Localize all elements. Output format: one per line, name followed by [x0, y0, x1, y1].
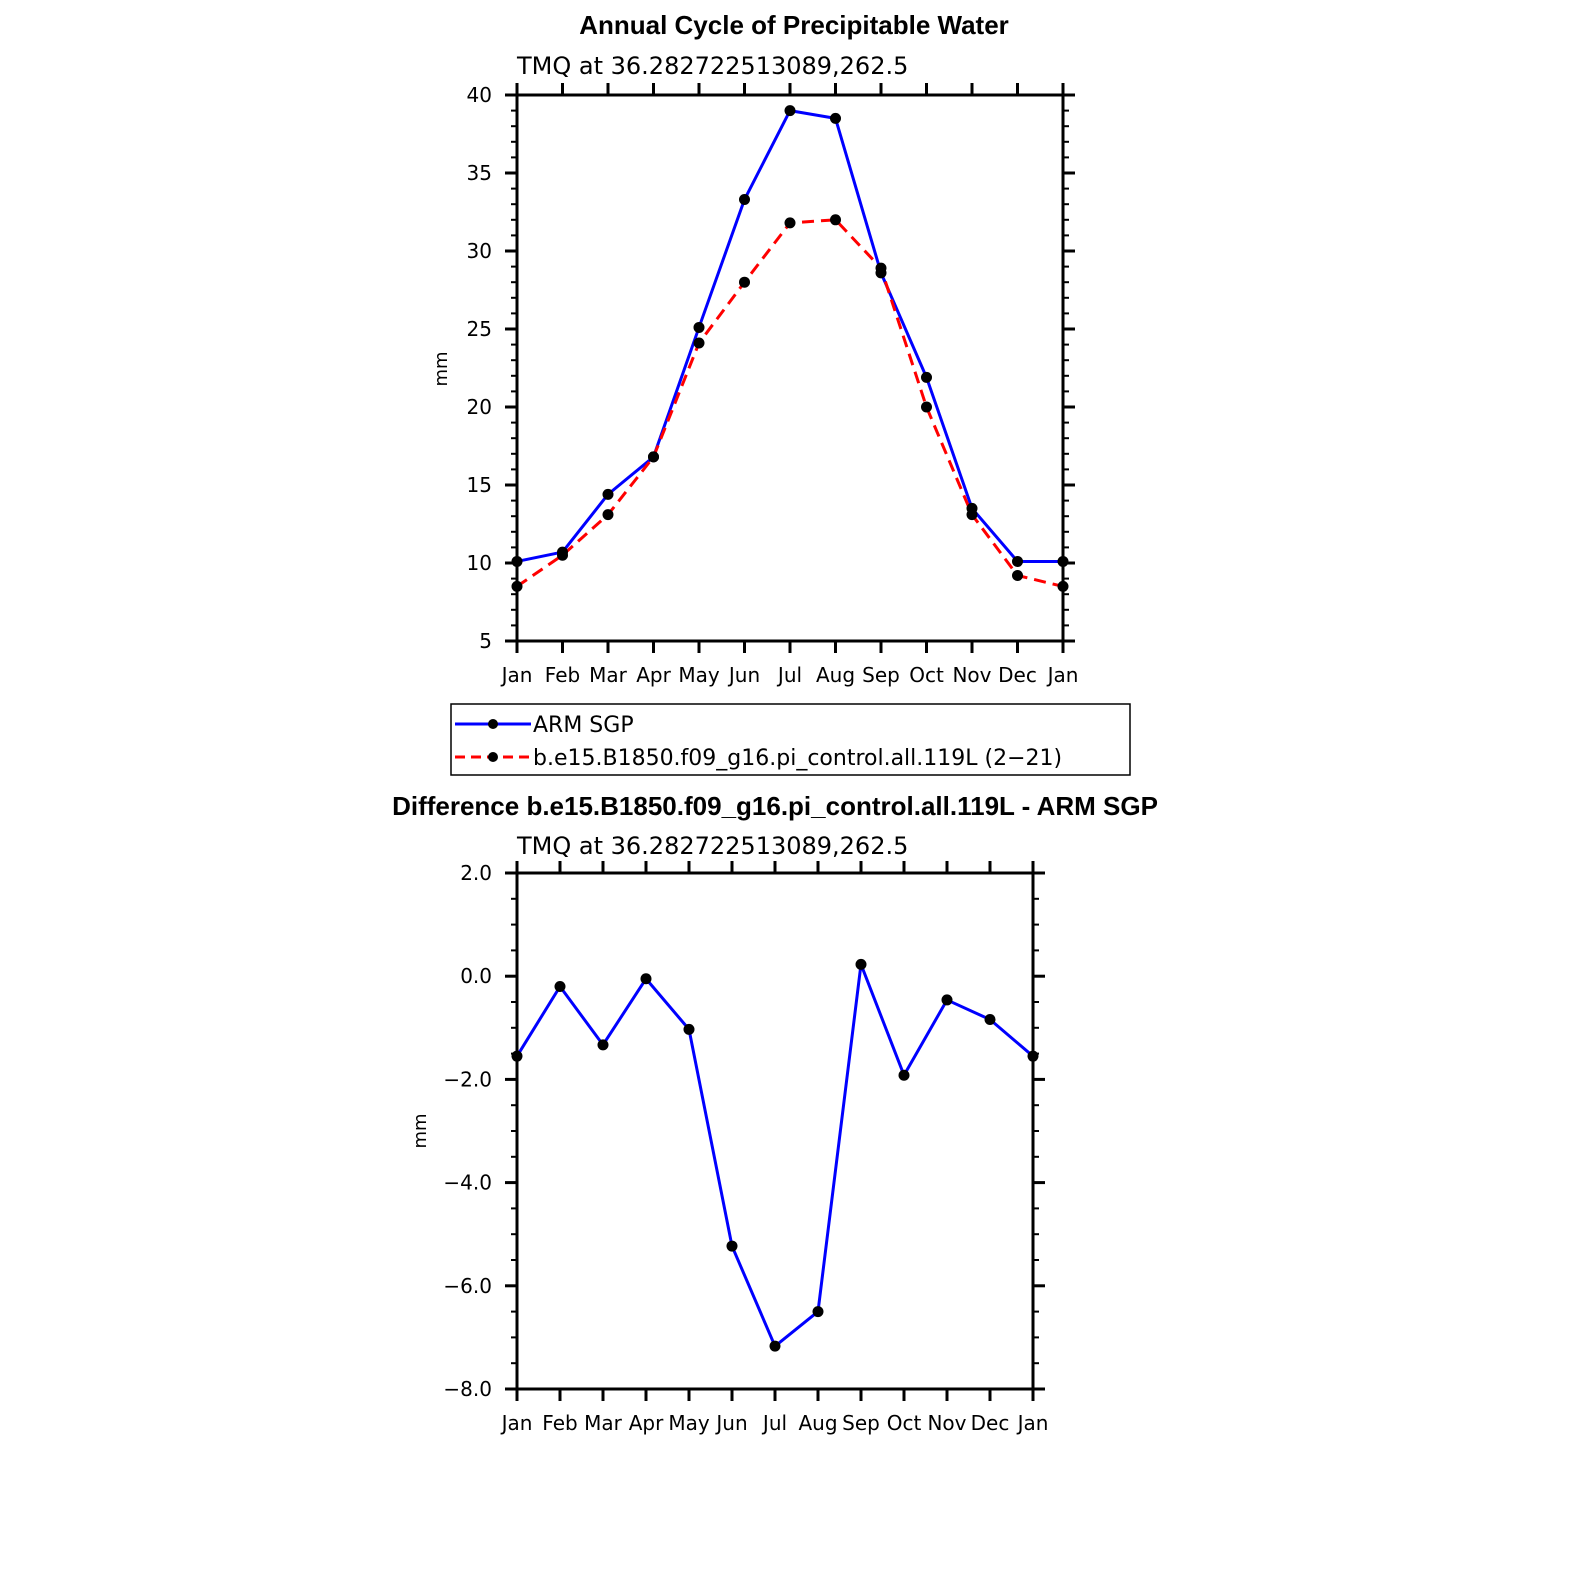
chart1-series-1-point [1012, 569, 1023, 581]
chart2-title: Difference b.e15.B1850.f09_g16.pi_contro… [392, 791, 1158, 821]
chart1-x-tick-label: May [678, 663, 720, 687]
chart2-x-tick-label: Sep [842, 1411, 880, 1435]
chart1-x-tick-label: Jun [727, 663, 760, 687]
chart2-y-tick-label: −6.0 [443, 1274, 492, 1298]
chart1-y-tick-label: 30 [467, 239, 492, 263]
chart1-y-tick-label: 25 [467, 317, 492, 341]
chart1-series-1-point [511, 580, 523, 592]
chart2-y-tick-label: 0.0 [460, 964, 492, 988]
chart1-y-tick-label: 20 [467, 395, 492, 419]
chart2-x-tick-label: Jan [500, 1411, 533, 1435]
chart2-plot-frame [515, 871, 1035, 1391]
chart1-series-0-point [602, 488, 614, 500]
chart1-y-tick-label: 40 [467, 83, 492, 107]
chart2-series-0-point [855, 958, 867, 970]
chart1-x-tick-label: Aug [816, 663, 855, 687]
chart2-series-0-point [812, 1306, 824, 1318]
chart1-series-0-point [830, 112, 841, 124]
chart1-y-tick-label: 5 [479, 629, 492, 653]
chart2-y-tick-label: −4.0 [443, 1171, 492, 1195]
chart1-series-line-0 [516, 109, 1063, 563]
chart1-x-tick-label: Sep [862, 663, 900, 687]
legend-model-label: b.e15.B1850.f09_g16.pi_control.all.119L … [533, 746, 1062, 771]
chart2-subtitle: TMQ at 36.282722513089,262.5 [516, 832, 908, 860]
chart1-x-tick-label: Jul [776, 663, 802, 687]
chart1-x-tick-label: Oct [909, 663, 944, 687]
chart2-series-0-point [683, 1023, 695, 1035]
chart1-series-0-point [739, 194, 750, 206]
chart1-series-1-point [739, 276, 750, 288]
chart1-series-1-point [602, 509, 614, 521]
chart1-series-0-point [1012, 555, 1023, 567]
chart1-series-1-point [784, 217, 796, 229]
chart1-y-tick-label: 10 [467, 551, 492, 575]
legend-arm-label: ARM SGP [533, 713, 634, 738]
chart2-series-0-point [898, 1069, 910, 1081]
chart2-series-0-point [511, 1050, 523, 1062]
difference-chart: Difference b.e15.B1850.f09_g16.pi_contro… [392, 791, 1158, 1435]
chart1-series-1-point [921, 401, 932, 413]
chart1-y-tick-label: 15 [467, 473, 492, 497]
chart1-x-tick-label: Nov [952, 663, 991, 687]
chart2-x-tick-label: Aug [798, 1411, 837, 1435]
chart1-legend: ARM SGP b.e15.B1850.f09_g16.pi_control.a… [450, 703, 1131, 776]
legend-model-marker [488, 752, 498, 762]
chart1-series-0-point [921, 371, 932, 383]
chart1-series-0-point [511, 555, 523, 567]
chart1-title: Annual Cycle of Precipitable Water [579, 10, 1009, 40]
chart2-x-tick-label: Nov [927, 1411, 966, 1435]
chart2-x-tick-label: Jan [1016, 1411, 1049, 1435]
chart2-series-0-point [941, 994, 953, 1006]
chart2-x-tick-label: May [668, 1411, 710, 1435]
chart2-series-line-0 [515, 962, 1034, 1348]
chart1-x-tick-label: Feb [545, 663, 580, 687]
chart2-y-tick-label: −2.0 [443, 1067, 492, 1091]
chart1-series-line-1 [516, 218, 1064, 588]
chart1-y-axis-label: mm [431, 351, 452, 386]
chart2-x-tick-label: Feb [542, 1411, 577, 1435]
chart1-series-0-point [784, 105, 796, 117]
chart2-x-tick-label: Jul [761, 1411, 787, 1435]
chart2-series-0-point [1027, 1050, 1039, 1062]
chart1-series-0-point [693, 321, 705, 333]
chart1-y-tick-label: 35 [467, 161, 492, 185]
chart2-x-tick-label: Mar [584, 1411, 623, 1435]
chart2-series-0-point [597, 1039, 609, 1051]
legend-box [450, 703, 1131, 776]
chart1-series-1-point [693, 337, 705, 349]
chart2-y-axis-label: mm [410, 1113, 431, 1148]
chart1-series-1-point [875, 262, 887, 274]
chart2-y-tick-label: −8.0 [443, 1377, 492, 1401]
chart1-subtitle: TMQ at 36.282722513089,262.5 [516, 52, 908, 80]
annual-cycle-chart: Annual Cycle of Precipitable Water TMQ a… [431, 10, 1131, 776]
chart2-series-0-point [554, 981, 566, 993]
chart2-x-tick-label: Apr [629, 1411, 664, 1435]
chart1-series-1-point [557, 549, 568, 561]
chart1-x-tick-label: Jan [500, 663, 533, 687]
chart2-series-0-point [984, 1014, 996, 1026]
chart1-x-tick-label: Jan [1046, 663, 1079, 687]
chart2-x-tick-label: Oct [887, 1411, 922, 1435]
chart1-x-tick-label: Apr [636, 663, 671, 687]
chart1-series-1-point [830, 214, 841, 226]
chart2-x-tick-label: Jun [714, 1411, 747, 1435]
chart1-series-1-point [966, 509, 978, 521]
chart1-plot-frame [515, 93, 1065, 643]
chart1-x-tick-label: Dec [998, 663, 1037, 687]
chart2-y-tick-label: 2.0 [460, 861, 492, 885]
chart2-series-0-point [769, 1340, 781, 1352]
legend-arm-marker [488, 719, 498, 729]
chart1-x-tick-label: Mar [589, 663, 628, 687]
chart1-series-0-point [1057, 555, 1069, 567]
chart2-x-tick-label: Dec [971, 1411, 1010, 1435]
chart2-series-0-point [726, 1240, 738, 1252]
chart2-series-0-point [640, 973, 652, 985]
chart1-series-1-point [648, 451, 659, 463]
chart1-series-1-point [1057, 580, 1069, 592]
